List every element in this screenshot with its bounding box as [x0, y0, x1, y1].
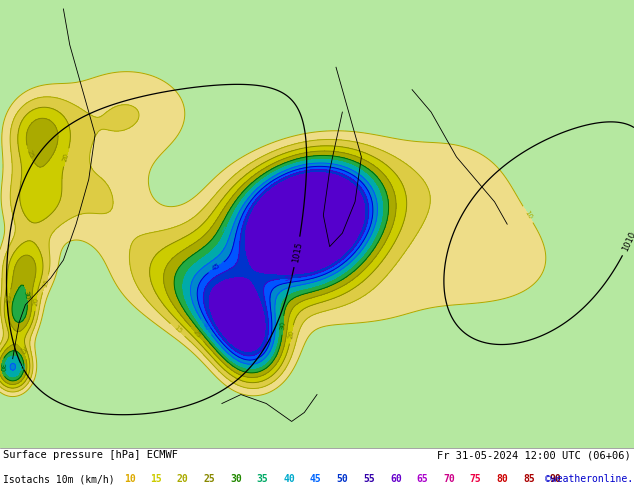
Text: 40: 40	[201, 321, 211, 332]
Text: 35: 35	[17, 361, 24, 370]
Text: 65: 65	[417, 474, 429, 484]
Text: 15: 15	[150, 474, 162, 484]
Text: 40: 40	[283, 474, 295, 484]
Text: 25: 25	[18, 345, 27, 356]
Text: 25: 25	[25, 149, 34, 160]
Text: 55: 55	[363, 474, 375, 484]
Text: 15: 15	[41, 278, 50, 289]
Text: 25: 25	[5, 294, 13, 303]
Text: 1010: 1010	[621, 230, 634, 253]
Text: 15: 15	[172, 325, 183, 335]
Text: 45: 45	[211, 262, 222, 272]
Text: 30: 30	[0, 363, 5, 372]
Text: 30: 30	[230, 474, 242, 484]
Text: 10: 10	[523, 209, 533, 220]
Text: 30: 30	[280, 320, 287, 330]
Text: 75: 75	[470, 474, 482, 484]
Text: 25: 25	[204, 474, 216, 484]
Text: ©weatheronline.co.uk: ©weatheronline.co.uk	[545, 474, 634, 484]
Text: 80: 80	[496, 474, 508, 484]
Text: 20: 20	[62, 152, 70, 163]
Text: 70: 70	[443, 474, 455, 484]
Text: 20: 20	[177, 474, 189, 484]
Text: 50: 50	[283, 275, 293, 282]
Text: Surface pressure [hPa] ECMWF: Surface pressure [hPa] ECMWF	[3, 450, 178, 461]
Text: 25: 25	[192, 329, 202, 340]
Text: 35: 35	[221, 224, 231, 235]
Text: 60: 60	[390, 474, 402, 484]
Text: 30: 30	[23, 291, 30, 300]
Text: Isotachs 10m (km/h): Isotachs 10m (km/h)	[3, 474, 115, 484]
Text: 50: 50	[337, 474, 349, 484]
Text: 85: 85	[523, 474, 535, 484]
Text: 45: 45	[310, 474, 322, 484]
Text: 35: 35	[257, 474, 269, 484]
Text: 10: 10	[124, 474, 136, 484]
Text: Fr 31-05-2024 12:00 UTC (06+06): Fr 31-05-2024 12:00 UTC (06+06)	[437, 450, 631, 461]
Text: 20: 20	[288, 329, 295, 339]
Text: 20: 20	[32, 297, 39, 306]
Text: 1015: 1015	[291, 241, 304, 263]
Text: 90: 90	[550, 474, 562, 484]
